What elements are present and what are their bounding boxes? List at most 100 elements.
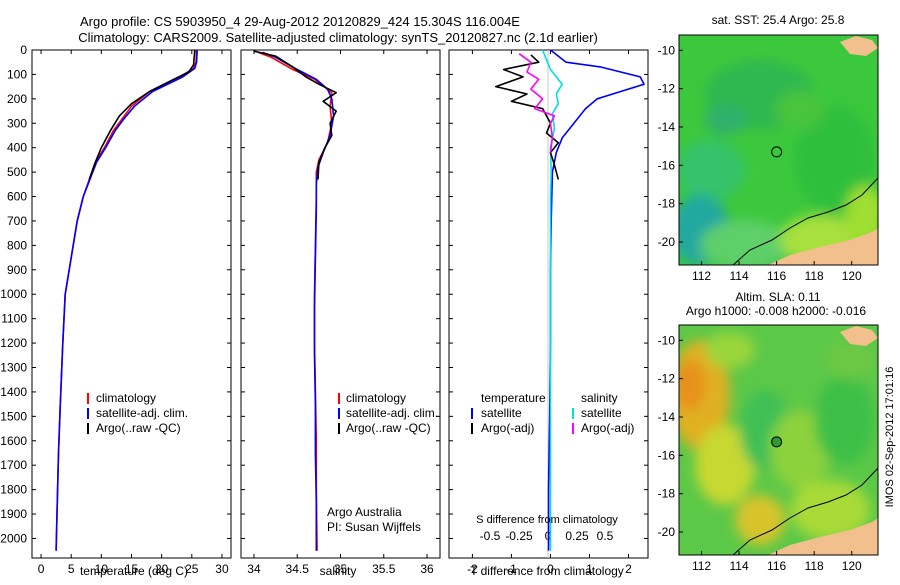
x-tick-label: 2 (625, 562, 632, 576)
s-diff-tick-label: -0.25 (505, 529, 533, 543)
depth-tick-label: 0 (20, 43, 27, 57)
salinity-legend: climatology satellite-adj. clim. Argo(..… (327, 391, 438, 534)
difference-lines (494, 49, 645, 551)
map-x-tick-label: 120 (842, 269, 862, 283)
series-line-climatology (55, 49, 198, 551)
x-tick-label: 34.5 (286, 562, 310, 576)
temperature-xlabel: temperature (deg C) (80, 564, 188, 578)
depth-tick-label: 600 (7, 190, 27, 204)
x-tick-label: 20 (155, 562, 169, 576)
map-x-tick-label: 112 (692, 269, 711, 283)
depth-tick-label: 1700 (0, 458, 27, 472)
argo-position-marker (771, 436, 783, 448)
depth-tick-label: 1800 (0, 483, 27, 497)
depth-tick-label: 800 (7, 238, 27, 252)
s-diff-tick-label: 0.25 (565, 529, 589, 543)
header-line2: Climatology: CARS2009. Satellite-adjuste… (78, 30, 598, 45)
depth-tick-label: 900 (7, 263, 27, 277)
map-y-tick-label: -10 (658, 333, 676, 347)
series-line-satellite-adj-clim- (55, 49, 198, 551)
depth-axis: 0 100 200 300 400 500 600 700 800 900 1000 1100 1200… (0, 43, 648, 545)
salinity-panel-frame (240, 49, 441, 559)
legend-label-climatology: climatology (346, 391, 406, 405)
depth-tick-label: 300 (7, 116, 27, 130)
map-y-tick-label: -14 (658, 120, 676, 134)
difference-legend: temperature satellite Argo(-adj) salinit… (471, 391, 634, 435)
depth-tick-label: 1600 (0, 434, 27, 448)
imos-timestamp-label: IMOS 02-Sep-2012 17:01:16 (884, 367, 896, 508)
sst-map: sat. SST: 25.4 Argo: 25.8 112 114 116 118 12… (658, 13, 879, 283)
depth-tick-label: 1300 (0, 361, 27, 375)
depth-tick-label: 400 (7, 141, 27, 155)
legend-title-temperature: temperature (481, 391, 546, 405)
sla-map-frame (678, 324, 879, 556)
land-mainland (768, 518, 878, 555)
sst-field-texture (679, 60, 878, 265)
s-diff-tick-label: 0.5 (597, 529, 614, 543)
series-line-argo-raw-qc- (88, 49, 196, 180)
map-x-tick-label: 116 (767, 269, 786, 283)
depth-tick-label: 1100 (1, 312, 27, 326)
temperature-legend: climatology satellite-adj. clim. Argo(..… (87, 391, 188, 435)
depth-tick-label: 200 (7, 92, 27, 106)
x-tick-label: -2 (467, 562, 478, 576)
map-y-tick-label: -14 (658, 410, 676, 424)
sst-map-axes: 112 114 116 118 120 -10 -12 -14 -16 -18 -20 (658, 43, 862, 283)
series-line-satellite-adj-clim- (262, 51, 335, 551)
x-tick-label: 36 (420, 562, 434, 576)
legend-label-temp-argo: Argo(-adj) (481, 421, 534, 435)
x-tick-label: 10 (95, 562, 109, 576)
salinity-xlabel: salinity (320, 564, 357, 578)
x-tick-label: 35 (334, 562, 348, 576)
map-y-tick-label: -10 (658, 43, 676, 57)
header-line1: Argo profile: CS 5903950_4 29-Aug-2012 2… (80, 14, 520, 29)
legend-label-sal-argo: Argo(-adj) (581, 421, 634, 435)
x-tick-label: 35.5 (372, 562, 396, 576)
series-line-climatology (258, 51, 333, 551)
temperature-panel-frame (31, 49, 232, 559)
x-tick-label: 1 (586, 562, 593, 576)
s-difference-x-axis: -0.5-0.2500.250.5 (480, 529, 614, 543)
legend-label-argo: Argo(..raw -QC) (96, 421, 181, 435)
depth-tick-label: 1000 (0, 287, 27, 301)
map-x-tick-label: 114 (730, 269, 749, 283)
map-y-tick-label: -12 (658, 82, 676, 96)
series-line-temperature-satellite (547, 49, 645, 551)
s-diff-tick-label: -0.5 (480, 529, 501, 543)
t-difference-x-axis: -2 -1 0 1 2 (467, 50, 632, 576)
map-y-tick-label: -12 (658, 372, 676, 386)
series-line-salinity-argo-adj- (518, 53, 556, 153)
bathymetry-contour (732, 177, 878, 265)
x-tick-label: 5 (68, 562, 75, 576)
map-x-tick-label: 118 (805, 559, 824, 573)
map-y-tick-label: -16 (658, 158, 676, 172)
x-tick-label: 34 (247, 562, 261, 576)
land-island (840, 36, 878, 56)
map-x-tick-label: 112 (692, 559, 711, 573)
depth-tick-label: 1500 (0, 409, 27, 423)
x-tick-label: 25 (185, 562, 199, 576)
salinity-x-axis: 34 34.5 35 35.5 36 (247, 50, 434, 576)
sla-map-subtitle: Argo h1000: -0.008 h2000: -0.016 (686, 304, 866, 318)
land-island (840, 326, 878, 346)
salinity-lines (253, 50, 338, 551)
legend-title-salinity: salinity (581, 391, 618, 405)
land-mainland (768, 228, 878, 265)
legend-label-temp-satellite: satellite (481, 406, 522, 420)
sla-map: Altim. SLA: 0.11 Argo h1000: -0.008 h200… (658, 290, 879, 573)
sst-map-title: sat. SST: 25.4 Argo: 25.8 (712, 13, 845, 27)
legend-label-argo: Argo(..raw -QC) (346, 421, 431, 435)
bathymetry-contour (732, 467, 878, 555)
depth-tick-label: 700 (7, 214, 27, 228)
legend-label-sal-satellite: satellite (581, 406, 622, 420)
temperature-x-axis: 0 5 10 15 20 25 30 (38, 50, 229, 576)
x-tick-label: -1 (506, 562, 517, 576)
depth-tick-label: 1400 (0, 385, 27, 399)
sla-field-texture (679, 332, 875, 545)
map-y-tick-label: -20 (658, 235, 676, 249)
annotation-pi-name: PI: Susan Wijffels (327, 520, 421, 534)
sla-map-title: Altim. SLA: 0.11 (735, 290, 820, 304)
legend-label-satellite: satellite-adj. clim. (346, 406, 438, 420)
